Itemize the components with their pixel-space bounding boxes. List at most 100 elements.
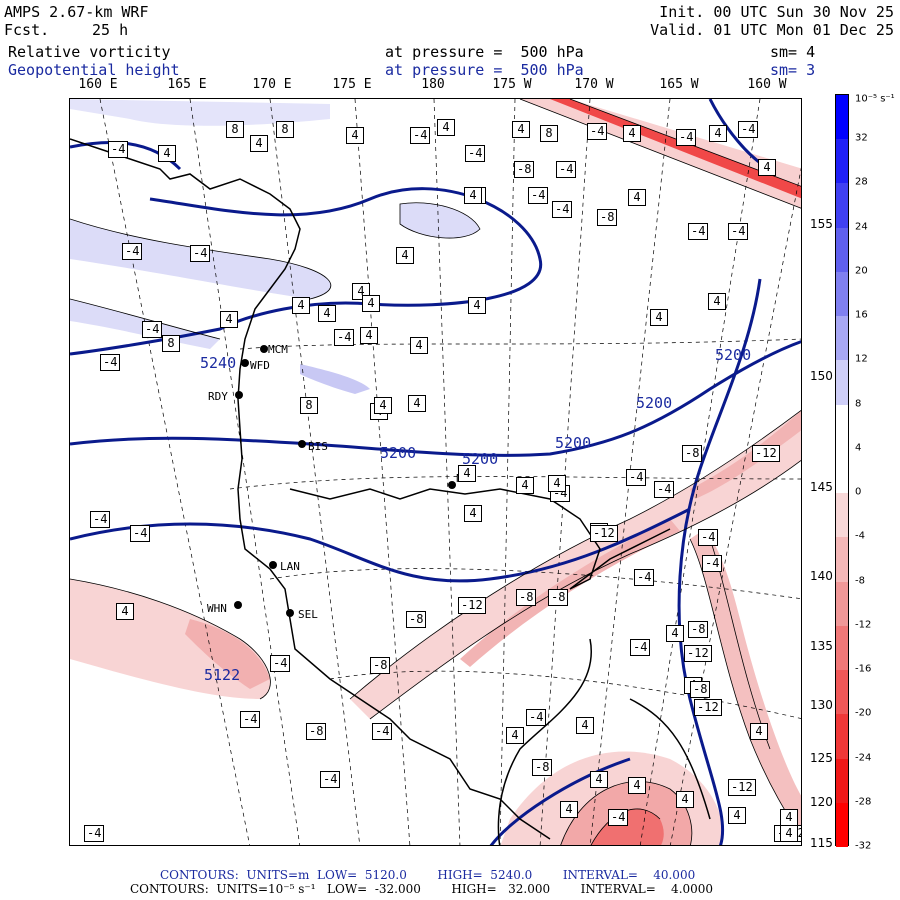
lon-label: 170 W (574, 77, 614, 92)
vorticity-value-box: 4 (464, 187, 482, 204)
field1-level: at pressure = 500 hPa (385, 43, 584, 61)
colorbar (835, 94, 849, 848)
station-label: SEL (298, 608, 318, 621)
vorticity-value-box: 4 (360, 327, 378, 344)
vorticity-value-box: 4 (650, 309, 668, 326)
vorticity-value-box: -4 (728, 223, 749, 240)
vorticity-value-box: -4 (372, 723, 393, 740)
colorbar-label: 28 (855, 176, 868, 188)
colorbar-segment (836, 227, 848, 273)
vorticity-value-box: -4 (84, 825, 105, 842)
colorbar-label: -16 (855, 663, 872, 675)
colorbar-segment (836, 404, 848, 450)
valid-time: Valid. 01 UTC Mon 01 Dec 25 (650, 21, 894, 39)
vorticity-value-box: 4 (750, 723, 768, 740)
vorticity-value-box: -8 (690, 681, 711, 698)
vorticity-value-box: -4 (702, 555, 723, 572)
vorticity-value-box: 4 (408, 395, 426, 412)
init-time: Init. 00 UTC Sun 30 Nov 25 (659, 3, 894, 21)
station-label: BIS (308, 440, 328, 453)
vorticity-value-box: 4 (666, 625, 684, 642)
colorbar-segment (836, 714, 848, 760)
forecast-hour: 25 h (92, 21, 129, 39)
vorticity-value-box: -4 (654, 481, 675, 498)
vorticity-value-box: 4 (709, 125, 727, 142)
vorticity-value-box: -4 (526, 709, 547, 726)
vorticity-value-box: -4 (552, 201, 573, 218)
vorticity-value-box: 4 (437, 119, 455, 136)
vorticity-value-box: -4 (626, 469, 647, 486)
vorticity-value-box: -4 (270, 655, 291, 672)
vorticity-value-box: -4 (240, 711, 261, 728)
colorbar-segment (836, 670, 848, 715)
vorticity-value-box: -4 (528, 187, 549, 204)
vorticity-value-box: 8 (162, 335, 180, 352)
height-label: 5200 (380, 444, 417, 462)
map-panel: MCM WFD RDY BIS NBL LAN WHN SEL 5240 520… (69, 98, 802, 846)
vorticity-value-box: -4 (608, 809, 629, 826)
vorticity-value-box: 4 (576, 717, 594, 734)
vorticity-value-box: 4 (560, 801, 578, 818)
vorticity-value-box: -4 (698, 529, 719, 546)
vorticity-value-box: -8 (597, 209, 618, 226)
vorticity-value-box: -8 (532, 759, 553, 776)
vorticity-value-box: 4 (116, 603, 134, 620)
station-label: WHN (207, 602, 227, 615)
colorbar-label: -8 (855, 575, 865, 587)
model-title: AMPS 2.67-km WRF (4, 3, 149, 21)
vorticity-value-box: 4 (362, 295, 380, 312)
colorbar-label: -28 (855, 796, 872, 808)
colorbar-segment (836, 271, 848, 317)
vorticity-value-box: 4 (410, 337, 428, 354)
vorticity-value-box: -4 (130, 525, 151, 542)
vorticity-value-box: -8 (370, 657, 391, 674)
colorbar-segment (836, 581, 848, 627)
colorbar-label: 8 (855, 398, 862, 410)
field1-smoothing: sm= 4 (770, 43, 816, 61)
vorticity-value-box: 4 (506, 727, 524, 744)
vorticity-value-box: 8 (276, 121, 294, 138)
coastline (70, 138, 711, 845)
vorticity-value-box: 4 (292, 297, 310, 314)
vorticity-value-box: -8 (406, 611, 427, 628)
colorbar-label: -32 (855, 840, 872, 852)
vorticity-value-box: 4 (468, 297, 486, 314)
station-label: WFD (250, 359, 270, 372)
vorticity-value-box: 4 (346, 127, 364, 144)
vorticity-value-box: 4 (458, 465, 476, 482)
height-label: 5200 (462, 450, 499, 468)
colorbar-label: -24 (855, 752, 872, 764)
colorbar-label: 16 (855, 309, 868, 321)
colorbar-segment (836, 316, 848, 361)
colorbar-segment (836, 139, 848, 184)
vorticity-value-box: -4 (587, 123, 608, 140)
colorbar-label: 24 (855, 221, 868, 233)
field1-name: Relative vorticity (8, 43, 171, 61)
vorticity-value-box: 4 (516, 477, 534, 494)
lon-label: 175 W (492, 77, 532, 92)
vorticity-value-box: -4 (556, 161, 577, 178)
height-label: 5122 (204, 666, 241, 684)
colorbar-label: -12 (855, 619, 872, 631)
station-label: LAN (280, 560, 300, 573)
vorticity-value-box: -8 (688, 621, 709, 638)
height-label: 5200 (636, 394, 673, 412)
vorticity-value-box: -12 (752, 445, 780, 462)
vorticity-value-box: 4 (548, 475, 566, 492)
vorticity-value-box: -4 (465, 145, 486, 162)
vorticity-value-box: 4 (250, 135, 268, 152)
vorticity-value-box: 4 (512, 121, 530, 138)
vorticity-value-box: -4 (630, 639, 651, 656)
colorbar-segment (836, 625, 848, 671)
station-dots (234, 345, 456, 617)
vorticity-value-box: 4 (464, 505, 482, 522)
vorticity-value-box: -12 (728, 779, 756, 796)
field2-level: at pressure = 500 hPa (385, 61, 584, 79)
map-canvas (70, 99, 801, 845)
vorticity-value-box: -4 (90, 511, 111, 528)
vorticity-value-box: 4 (158, 145, 176, 162)
height-label: 5200 (555, 434, 592, 452)
vorticity-value-box: 4 (590, 771, 608, 788)
vorticity-value-box: 4 (780, 825, 798, 842)
lon-label: 180 (421, 77, 445, 92)
